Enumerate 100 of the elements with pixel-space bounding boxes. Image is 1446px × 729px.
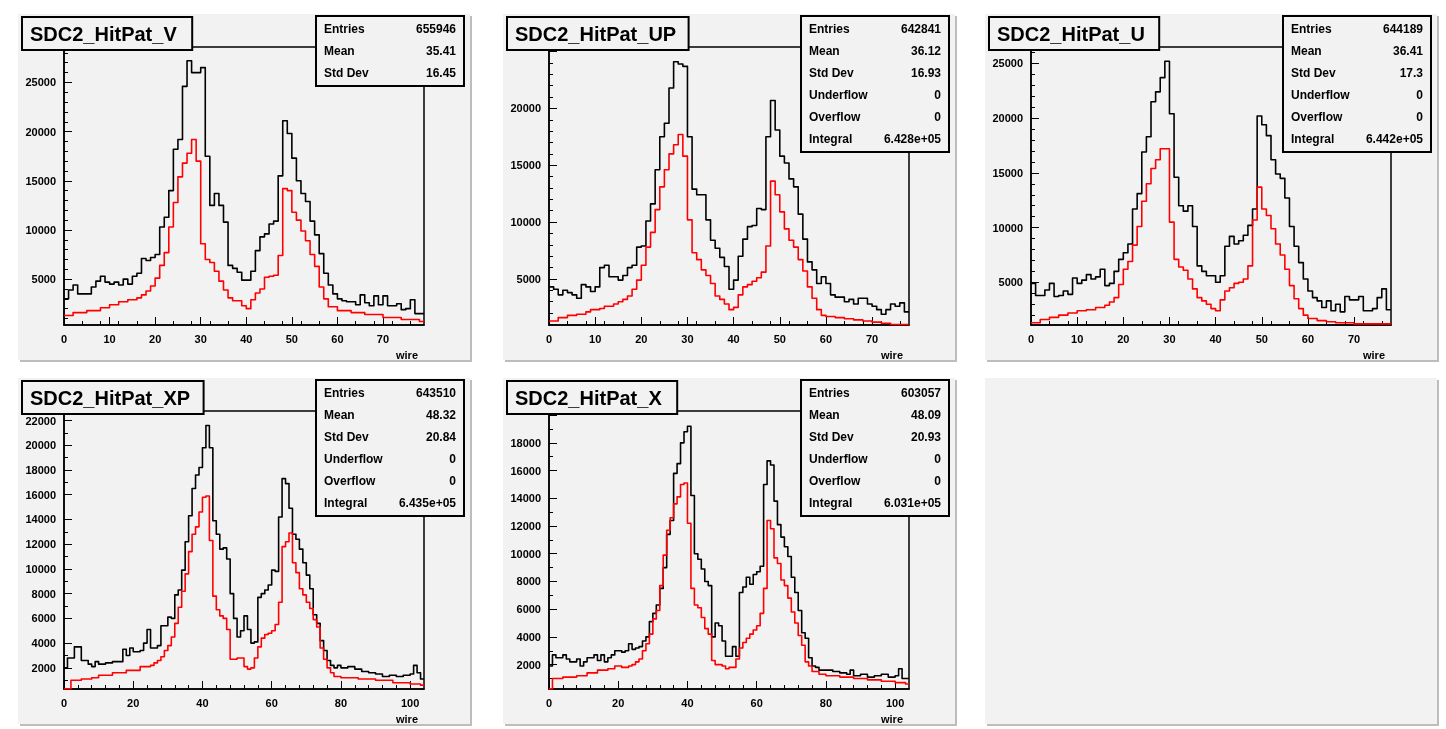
y-tick-label: 5000 — [516, 272, 541, 285]
x-tick-label: 40 — [727, 332, 740, 345]
chart-title: SDC2_HitPat_V — [30, 23, 178, 45]
y-tick-label: 20000 — [510, 102, 541, 115]
text: Mean 35.41 — [324, 44, 456, 58]
x-tick-label: 40 — [240, 332, 253, 345]
chart-title: SDC2_HitPat_X — [515, 387, 663, 409]
text: Mean 36.41 — [1291, 44, 1423, 58]
y-tick-label: 10000 — [510, 216, 541, 229]
text: Overflow 0 — [809, 110, 941, 124]
x-tick-label: 20 — [127, 696, 140, 709]
x-tick-label: 20 — [635, 332, 648, 345]
chart-title: SDC2_HitPat_UP — [515, 23, 677, 45]
y-tick-label: 10000 — [25, 562, 56, 575]
y-tick-label: 22000 — [25, 414, 56, 427]
y-tick-label: 14000 — [510, 492, 541, 505]
x-tick-label: 10 — [103, 332, 116, 345]
y-tick-label: 18000 — [510, 436, 541, 449]
y-tick-label: 20000 — [992, 112, 1023, 125]
x-tick-label: 60 — [331, 332, 344, 345]
y-tick-label: 2000 — [31, 661, 56, 674]
x-tick-label: 30 — [194, 332, 207, 345]
x-tick-label: 60 — [265, 696, 278, 709]
x-tick-label: 60 — [750, 696, 763, 709]
y-tick-label: 5000 — [998, 276, 1023, 289]
x-tick-label: 30 — [1163, 332, 1176, 345]
x-tick-label: 50 — [1255, 332, 1268, 345]
x-axis-title: wire — [1362, 348, 1386, 361]
text: Integral 6.442e+05 — [1291, 132, 1423, 146]
y-tick-label: 16000 — [25, 488, 56, 501]
chart-title: SDC2_HitPat_XP — [30, 387, 191, 409]
x-tick-label: 60 — [1301, 332, 1315, 345]
y-tick-label: 20000 — [25, 125, 56, 138]
y-tick-label: 6000 — [516, 603, 541, 616]
text: Mean 48.32 — [324, 408, 456, 422]
x-axis-title: wire — [880, 712, 904, 725]
x-tick-label: 60 — [819, 332, 833, 345]
y-tick-label: 15000 — [992, 166, 1023, 179]
text: Overflow 0 — [324, 474, 456, 488]
y-tick-label: 12000 — [510, 520, 541, 533]
text: Std Dev 20.93 — [809, 430, 941, 444]
y-tick-label: 15000 — [510, 159, 541, 172]
text: Std Dev 16.93 — [809, 66, 941, 80]
text: Entries 642841 — [809, 22, 941, 36]
y-tick-label: 6000 — [31, 612, 56, 625]
x-tick-label: 70 — [865, 332, 879, 345]
y-tick-label: 14000 — [25, 513, 56, 526]
x-tick-label: 100 — [885, 696, 905, 709]
text: Overflow 0 — [1291, 110, 1423, 124]
x-tick-label: 0 — [545, 696, 553, 709]
x-tick-label: 50 — [285, 332, 298, 345]
x-tick-label: 0 — [545, 332, 553, 345]
x-tick-label: 40 — [681, 696, 694, 709]
y-tick-label: 5000 — [31, 273, 56, 286]
x-tick-label: 70 — [1347, 332, 1361, 345]
x-tick-label: 40 — [1209, 332, 1222, 345]
text: Std Dev 20.84 — [324, 430, 456, 444]
x-tick-label: 20 — [612, 696, 625, 709]
chart-title: SDC2_HitPat_U — [997, 23, 1145, 45]
text: Std Dev 16.45 — [324, 66, 456, 80]
text: Underflow 0 — [809, 452, 941, 466]
y-tick-label: 10000 — [992, 221, 1023, 234]
x-tick-label: 0 — [1027, 332, 1035, 345]
text: Entries 643510 — [324, 386, 456, 400]
y-tick-label: 25000 — [25, 76, 56, 89]
x-tick-label: 40 — [196, 696, 209, 709]
text: Underflow 0 — [1291, 88, 1423, 102]
y-tick-label: 4000 — [31, 637, 56, 650]
y-tick-label: 20000 — [25, 439, 56, 452]
x-tick-label: 20 — [149, 332, 162, 345]
text: Integral 6.428e+05 — [809, 132, 941, 146]
text: Entries 644189 — [1291, 22, 1423, 36]
y-tick-label: 10000 — [25, 223, 56, 236]
text: Mean 36.12 — [809, 44, 941, 58]
y-tick-label: 18000 — [25, 463, 56, 476]
x-tick-label: 70 — [376, 332, 390, 345]
text: Underflow 0 — [809, 88, 941, 102]
x-tick-label: 50 — [773, 332, 786, 345]
x-tick-label: 80 — [334, 696, 348, 709]
x-tick-label: 20 — [1117, 332, 1130, 345]
x-tick-label: 80 — [819, 696, 833, 709]
x-axis-title: wire — [880, 348, 904, 361]
x-tick-label: 10 — [589, 332, 602, 345]
text: Underflow 0 — [324, 452, 456, 466]
y-tick-label: 10000 — [510, 547, 541, 560]
y-tick-label: 15000 — [25, 174, 56, 187]
text: Integral 6.031e+05 — [809, 496, 941, 510]
text: Entries 655946 — [324, 22, 456, 36]
y-tick-label: 16000 — [510, 464, 541, 477]
y-tick-label: 2000 — [516, 658, 541, 671]
x-tick-label: 0 — [60, 696, 68, 709]
text: Entries 603057 — [809, 386, 941, 400]
y-tick-label: 25000 — [992, 57, 1023, 70]
x-tick-label: 10 — [1071, 332, 1084, 345]
y-tick-label: 8000 — [31, 587, 56, 600]
x-axis-title: wire — [395, 712, 419, 725]
y-tick-label: 4000 — [516, 630, 541, 643]
text: Mean 48.09 — [809, 408, 941, 422]
x-axis-title: wire — [395, 348, 419, 361]
text: Overflow 0 — [809, 474, 941, 488]
